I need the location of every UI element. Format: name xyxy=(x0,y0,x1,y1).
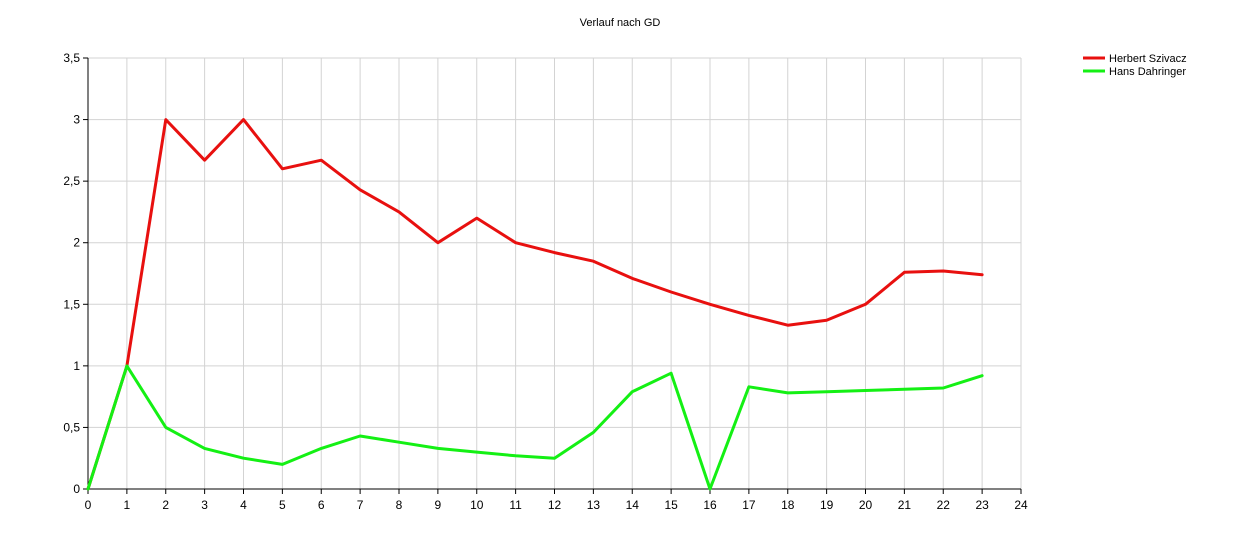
x-tick-label: 11 xyxy=(509,498,522,512)
x-tick-label: 16 xyxy=(703,498,717,512)
x-tick-label: 22 xyxy=(937,498,951,512)
x-tick-label: 15 xyxy=(664,498,678,512)
x-tick-label: 9 xyxy=(435,498,442,512)
legend-label: Hans Dahringer xyxy=(1109,66,1186,78)
x-tick-label: 23 xyxy=(975,498,989,512)
x-tick-label: 24 xyxy=(1014,498,1028,512)
x-tick-label: 20 xyxy=(859,498,873,512)
legend-label: Herbert Szivacz xyxy=(1109,53,1187,65)
x-tick-label: 3 xyxy=(201,498,208,512)
y-tick-label: 2 xyxy=(73,236,80,250)
y-tick-label: 3 xyxy=(73,113,80,127)
x-tick-label: 6 xyxy=(318,498,325,512)
series-lines xyxy=(86,118,984,491)
x-tick-label: 19 xyxy=(820,498,834,512)
series-line-1 xyxy=(86,364,984,491)
grid-lines xyxy=(88,57,1022,489)
series-line-0 xyxy=(86,118,984,491)
y-axis-ticks: 0 0,5 1 1,5 2 2,5 3 3,5 xyxy=(63,51,88,496)
x-tick-label: 4 xyxy=(240,498,247,512)
x-axis-ticks: 0 1 2 3 4 5 6 7 8 9 10 11 12 13 14 15 16 17 18 19 20 21 22 23 24 xyxy=(85,489,1028,512)
x-tick-label: 7 xyxy=(357,498,364,512)
y-tick-label: 1 xyxy=(73,359,80,373)
y-tick-label: 1,5 xyxy=(63,297,80,311)
x-tick-label: 8 xyxy=(396,498,403,512)
x-tick-label: 0 xyxy=(85,498,92,512)
x-tick-label: 2 xyxy=(162,498,169,512)
y-tick-label: 0 xyxy=(73,482,80,496)
x-tick-label: 14 xyxy=(626,498,640,512)
x-tick-label: 5 xyxy=(279,498,286,512)
chart-title: Verlauf nach GD xyxy=(580,17,661,29)
x-tick-label: 21 xyxy=(898,498,912,512)
x-tick-label: 17 xyxy=(742,498,756,512)
y-tick-label: 0,5 xyxy=(63,420,80,434)
x-tick-label: 10 xyxy=(470,498,484,512)
x-tick-label: 13 xyxy=(587,498,601,512)
x-tick-label: 12 xyxy=(548,498,562,512)
x-tick-label: 18 xyxy=(781,498,795,512)
y-tick-label: 2,5 xyxy=(63,174,80,188)
y-tick-label: 3,5 xyxy=(63,51,80,65)
x-tick-label: 1 xyxy=(124,498,131,512)
